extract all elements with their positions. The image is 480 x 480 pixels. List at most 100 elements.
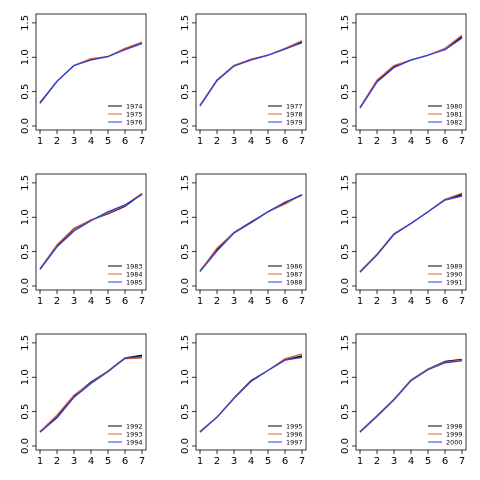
y-tick-label: 0.5 xyxy=(20,84,31,100)
y-tick-label: 0.5 xyxy=(20,244,31,260)
series-line-2000 xyxy=(359,360,463,433)
series-line-1978 xyxy=(199,40,303,106)
x-tick-label: 7 xyxy=(139,296,145,307)
x-tick-label: 4 xyxy=(408,136,414,147)
x-tick-label: 5 xyxy=(425,296,431,307)
legend-label: 1998 xyxy=(446,422,463,430)
legend-label: 1975 xyxy=(126,110,143,118)
x-tick-label: 1 xyxy=(197,456,203,467)
legend-label: 1987 xyxy=(286,270,303,278)
x-tick-label: 5 xyxy=(105,296,111,307)
x-tick-label: 3 xyxy=(231,296,237,307)
y-tick-label: 0.0 xyxy=(180,118,191,134)
y-tick-label: 0.5 xyxy=(180,404,191,420)
x-tick-label: 3 xyxy=(231,456,237,467)
y-tick-label: 0.5 xyxy=(340,244,351,260)
x-tick-label: 5 xyxy=(105,136,111,147)
x-tick-label: 1 xyxy=(357,296,363,307)
x-tick-label: 5 xyxy=(265,136,271,147)
x-tick-label: 7 xyxy=(299,296,305,307)
x-tick-label: 2 xyxy=(214,136,220,147)
x-tick-label: 5 xyxy=(425,456,431,467)
x-tick-label: 6 xyxy=(282,456,288,467)
x-tick-label: 2 xyxy=(374,136,380,147)
y-tick-label: 1.0 xyxy=(180,369,191,385)
x-tick-label: 7 xyxy=(299,456,305,467)
y-tick-label: 1.0 xyxy=(20,49,31,65)
x-tick-label: 2 xyxy=(374,456,380,467)
y-tick-label: 0.0 xyxy=(340,118,351,134)
series-line-1986 xyxy=(199,193,303,272)
legend-label: 1984 xyxy=(126,270,143,278)
y-tick-label: 0.5 xyxy=(340,84,351,100)
series-line-1982 xyxy=(359,37,463,109)
y-tick-label: 1.5 xyxy=(20,175,31,191)
y-tick-label: 0.5 xyxy=(340,404,351,420)
x-tick-label: 4 xyxy=(88,296,94,307)
series-line-1998 xyxy=(359,358,463,433)
legend-label: 1993 xyxy=(126,430,143,438)
y-tick-label: 1.5 xyxy=(180,175,191,191)
legend-label: 1989 xyxy=(446,262,463,270)
y-tick-label: 1.5 xyxy=(20,15,31,31)
x-tick-label: 2 xyxy=(54,136,60,147)
series-line-1991 xyxy=(359,195,463,273)
series-line-1992 xyxy=(39,354,143,433)
x-tick-label: 6 xyxy=(122,296,128,307)
series-line-1996 xyxy=(199,353,303,433)
legend-label: 1999 xyxy=(446,430,463,438)
x-tick-label: 1 xyxy=(37,136,43,147)
x-tick-label: 6 xyxy=(122,136,128,147)
series-line-1977 xyxy=(199,41,303,106)
x-tick-label: 7 xyxy=(139,456,145,467)
x-tick-label: 6 xyxy=(282,296,288,307)
y-tick-label: 0.0 xyxy=(20,118,31,134)
legend-label: 1979 xyxy=(286,118,303,126)
x-tick-label: 3 xyxy=(391,296,397,307)
y-tick-label: 1.5 xyxy=(340,15,351,31)
x-tick-label: 7 xyxy=(459,136,465,147)
series-line-1981 xyxy=(359,34,463,108)
series-line-1997 xyxy=(199,356,303,433)
y-tick-label: 1.0 xyxy=(180,209,191,225)
legend-label: 1994 xyxy=(126,438,143,446)
y-tick-label: 0.0 xyxy=(340,278,351,294)
y-tick-label: 1.5 xyxy=(340,335,351,351)
y-tick-label: 0.0 xyxy=(180,278,191,294)
legend-label: 1988 xyxy=(286,278,303,286)
y-tick-label: 0.5 xyxy=(180,84,191,100)
series-line-1985 xyxy=(39,194,143,270)
x-tick-label: 3 xyxy=(71,456,77,467)
y-tick-label: 0.5 xyxy=(20,404,31,420)
x-tick-label: 4 xyxy=(248,136,254,147)
series-line-1988 xyxy=(199,194,303,272)
x-tick-label: 1 xyxy=(357,136,363,147)
legend-label: 1990 xyxy=(446,270,463,278)
x-tick-label: 1 xyxy=(357,456,363,467)
y-tick-label: 0.0 xyxy=(180,438,191,454)
y-tick-label: 0.0 xyxy=(20,438,31,454)
x-tick-label: 1 xyxy=(197,136,203,147)
legend-label: 1997 xyxy=(286,438,303,446)
series-line-1999 xyxy=(359,359,463,433)
x-tick-label: 2 xyxy=(214,456,220,467)
x-tick-label: 5 xyxy=(265,456,271,467)
x-tick-label: 6 xyxy=(282,136,288,147)
x-tick-label: 6 xyxy=(442,136,448,147)
y-tick-label: 1.0 xyxy=(340,49,351,65)
x-tick-label: 3 xyxy=(391,456,397,467)
x-tick-label: 5 xyxy=(265,296,271,307)
y-tick-label: 1.0 xyxy=(20,369,31,385)
series-line-1987 xyxy=(199,193,303,272)
x-tick-label: 1 xyxy=(37,456,43,467)
